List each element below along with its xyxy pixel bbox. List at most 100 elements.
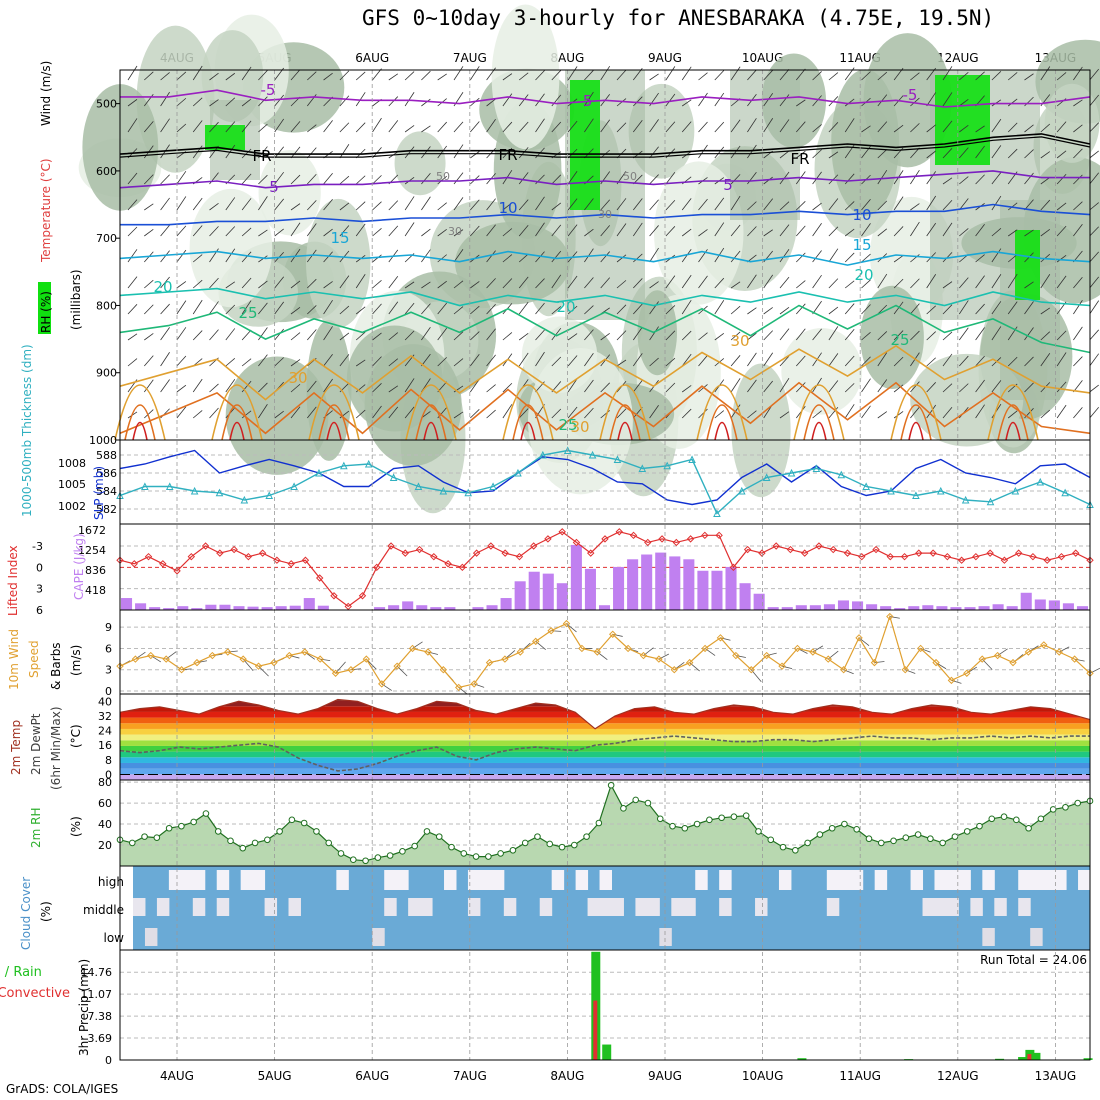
wind-barb: [160, 276, 170, 289]
surface-wind-barb: [889, 616, 900, 619]
wind-speed-line: [119, 614, 1091, 689]
wind-barb: [730, 250, 741, 263]
wind-barb: [893, 411, 904, 419]
thickness-marker: [912, 491, 920, 499]
wind-barb: [828, 72, 839, 81]
rh-marker: [804, 839, 811, 847]
wind-barb: [176, 123, 187, 133]
wind-speed-marker: [1055, 648, 1063, 656]
wind-barb: [388, 225, 399, 237]
wind-barb: [209, 383, 219, 393]
day-label-bottom: 5AUG: [258, 1069, 292, 1083]
ylabel-cloud-units: (%): [39, 901, 53, 922]
wind-barb: [730, 378, 741, 393]
rh-tick-label: 80: [98, 776, 112, 789]
thickness-marker: [887, 486, 895, 495]
precip-total-bar: [797, 1058, 807, 1060]
cloud-middle-block: [946, 898, 959, 916]
wind-barb: [372, 405, 382, 419]
wind-barb: [942, 177, 953, 185]
wind-barb: [1007, 98, 1018, 107]
cloud-middle-block: [384, 898, 397, 916]
rh-marker: [153, 834, 161, 841]
wind-barb: [1073, 148, 1083, 159]
wind-barb: [1024, 229, 1034, 237]
wind-barb: [747, 172, 757, 185]
wind-barb: [225, 304, 236, 315]
day-label-bottom: 4AUG: [160, 1069, 194, 1083]
wind-barb: [844, 201, 855, 211]
wind-barb: [1056, 275, 1067, 289]
wind-barb: [714, 277, 725, 289]
wind-barb: [844, 173, 855, 185]
wind-barb: [225, 226, 236, 237]
wind-barb: [796, 99, 806, 107]
wind-barb: [926, 222, 937, 237]
wind-barb: [844, 118, 855, 133]
rh-marker: [227, 837, 234, 845]
wind-barb: [535, 118, 545, 133]
temperature-contour-35: [900, 404, 932, 441]
wind-barb: [241, 251, 252, 263]
wind-barb: [192, 254, 203, 263]
rh-legend-swatch: [38, 282, 51, 334]
wind-barb: [1040, 66, 1051, 81]
wind-barb: [584, 248, 594, 263]
ylabel-wind-barbs: & Barbs: [49, 642, 63, 690]
wind-barb: [144, 333, 154, 341]
rh-marker: [313, 828, 320, 835]
lifted-index-marker: [1057, 552, 1066, 561]
wind-barb: [959, 98, 969, 107]
rh-marker: [337, 850, 345, 857]
wind-barb: [355, 274, 366, 289]
wind-barb: [160, 174, 170, 185]
wind-barb: [747, 226, 757, 237]
thickness-marker: [787, 468, 796, 477]
wind-barb: [486, 409, 496, 419]
wind-barb: [339, 144, 350, 159]
wind-barb: [812, 328, 822, 341]
cape-bar: [416, 605, 428, 610]
surface-wind-barb: [227, 650, 238, 653]
wind-barb: [975, 71, 985, 81]
cape-bar: [908, 606, 920, 610]
wind-barb: [877, 228, 888, 237]
wind-barb: [649, 73, 659, 81]
wind-barb: [274, 301, 285, 315]
wind-barb: [176, 300, 187, 315]
thickness-marker: [862, 482, 870, 490]
wind-barb: [1089, 329, 1099, 341]
wind-barb: [355, 201, 366, 211]
wind-barb: [502, 404, 513, 419]
wind-speed-marker: [716, 634, 725, 642]
wind-speed-marker: [809, 648, 817, 656]
rh-shading: [201, 30, 264, 123]
cape-bar: [641, 554, 653, 610]
wind-barb: [698, 384, 708, 393]
lifted-index-tick-label: 0: [36, 561, 43, 574]
day-label-bottom: 13AUG: [1035, 1069, 1077, 1083]
wind-barb: [225, 248, 236, 263]
cape-bar: [894, 608, 906, 610]
rh-marker: [632, 796, 639, 804]
temperature-contour-35: [221, 404, 253, 441]
cape-bar: [1062, 603, 1074, 610]
lifted-index-marker: [144, 552, 153, 561]
lifted-index-marker: [387, 542, 395, 550]
wind-barb: [1024, 172, 1034, 185]
surface-wind-barb: [951, 679, 962, 684]
cloud-high-block: [850, 870, 864, 890]
wind-barb: [453, 197, 464, 211]
day-label-bottom: 12AUG: [937, 1069, 979, 1083]
wind-barb: [551, 250, 562, 263]
wind-barb: [355, 409, 366, 419]
wind-barb: [388, 385, 399, 393]
rh-shading: [189, 188, 273, 308]
lifted-index-marker: [544, 535, 552, 543]
wind-tick-label: 6: [105, 642, 112, 655]
lifted-index-marker: [1072, 549, 1080, 557]
wind-barb: [796, 303, 806, 315]
run-total-label: Run Total = 24.06: [980, 953, 1087, 967]
wind-barb: [1040, 331, 1051, 341]
wind-barb: [828, 407, 839, 419]
